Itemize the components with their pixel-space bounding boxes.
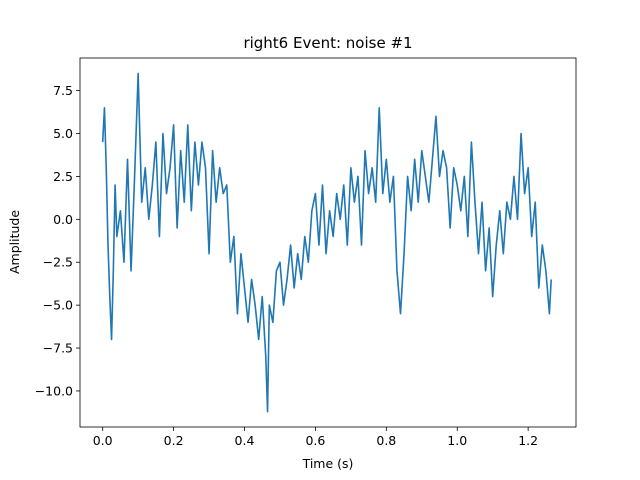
x-tick-label: 1.2 bbox=[518, 433, 538, 448]
chart-title: right6 Event: noise #1 bbox=[243, 34, 412, 52]
y-tick-label: 0.0 bbox=[53, 212, 73, 227]
data-layer bbox=[101, 72, 552, 413]
axes-frame bbox=[79, 57, 577, 428]
x-axis-ticks: 0.0 0.2 0.4 0.6 0.8 1.0 1.2 bbox=[93, 427, 538, 448]
y-axis-ticks: 7.5 5.0 2.5 0.0 −2.5 −5.0 −7.5 −10.0 bbox=[35, 83, 80, 398]
y-tick-label: −10.0 bbox=[35, 383, 73, 398]
x-tick-label: 0.4 bbox=[235, 433, 255, 448]
y-tick-label: −7.5 bbox=[43, 341, 73, 356]
x-tick-label: 1.0 bbox=[447, 433, 467, 448]
x-tick-label: 0.2 bbox=[164, 433, 184, 448]
y-tick-label: 5.0 bbox=[53, 126, 73, 141]
x-tick-label: 0.0 bbox=[93, 433, 113, 448]
series-line-0 bbox=[101, 72, 552, 413]
y-axis-label: Amplitude bbox=[7, 210, 22, 274]
y-tick-label: −5.0 bbox=[43, 298, 73, 313]
y-tick-label: 2.5 bbox=[53, 169, 73, 184]
y-tick-label: 7.5 bbox=[53, 83, 73, 98]
y-tick-label: −2.5 bbox=[43, 255, 73, 270]
x-tick-label: 0.6 bbox=[305, 433, 325, 448]
plot-area bbox=[80, 58, 576, 427]
x-tick-label: 0.8 bbox=[376, 433, 396, 448]
x-axis-label: Time (s) bbox=[302, 456, 354, 471]
